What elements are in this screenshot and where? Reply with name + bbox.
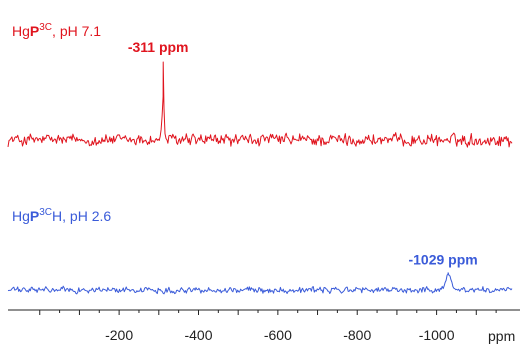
series-label-red: HgP3C, pH 7.1 xyxy=(12,22,101,39)
x-axis-tick-label: -200 xyxy=(105,327,133,343)
x-axis-tick-label: -1000 xyxy=(419,327,455,343)
x-axis-tick-labels: -200 -400 -600 -800 -1000 xyxy=(105,327,455,343)
x-axis-tick-label: -600 xyxy=(264,327,292,343)
x-axis-title: ppm xyxy=(488,328,515,344)
x-axis-major-ticks xyxy=(39,310,477,315)
x-axis-minor-ticks xyxy=(59,310,497,313)
peak-label-blue: -1029 ppm xyxy=(408,252,477,268)
spectrum-line-blue xyxy=(7,272,513,295)
spectrum-line-red xyxy=(7,61,513,148)
x-axis-tick-label: -400 xyxy=(184,327,212,343)
series-label-blue: HgP3CH, pH 2.6 xyxy=(12,207,111,224)
peak-label-red: -311 ppm xyxy=(128,39,189,55)
x-axis-tick-label: -800 xyxy=(343,327,371,343)
